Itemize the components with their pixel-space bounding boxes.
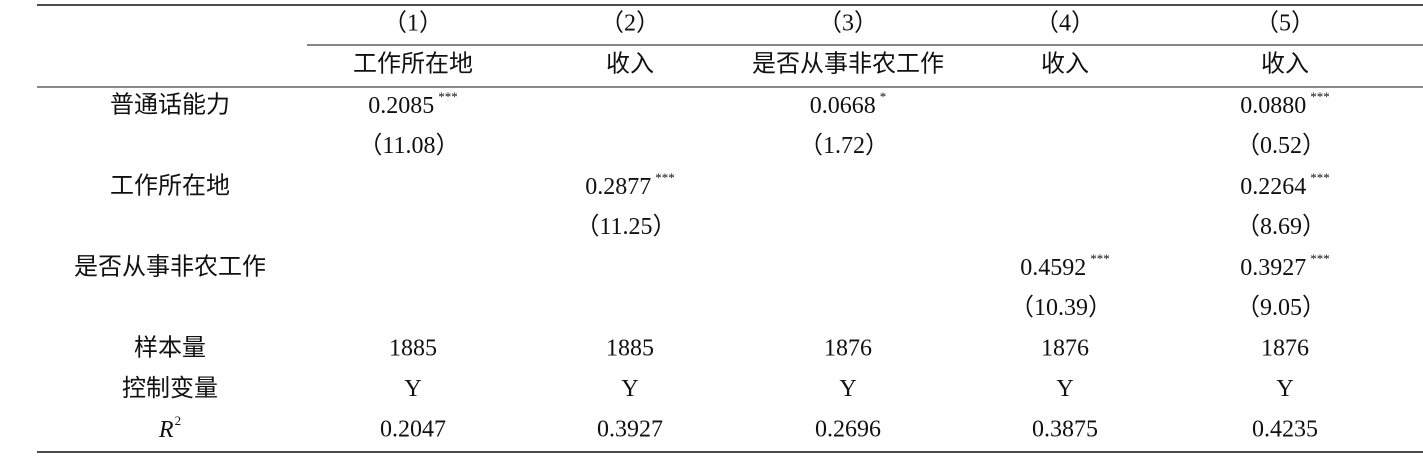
stat-value: Y: [839, 376, 856, 402]
stat-value: 1876: [1041, 336, 1089, 362]
column-label: 工作所在地: [353, 51, 473, 78]
r2-base: R: [158, 417, 174, 443]
t-stat: （8.69）: [1236, 214, 1326, 240]
row-label: 普通话能力: [110, 92, 230, 119]
coef-cell: 0.3927 ***: [1240, 251, 1330, 281]
column-number: （3）: [818, 11, 878, 37]
stars: ***: [655, 170, 675, 185]
r2-value: 0.3875: [1032, 417, 1098, 443]
stars: ***: [1310, 251, 1330, 266]
row-label: 样本量: [134, 335, 206, 362]
r2-sup: 2: [175, 413, 182, 428]
coef: 0.2264: [1240, 174, 1306, 200]
coef: 0.2877: [585, 174, 651, 200]
t-stat: （11.08）: [358, 133, 459, 159]
coef: 0.2085: [368, 93, 434, 119]
stars: ***: [1090, 251, 1110, 266]
stat-value: Y: [621, 376, 638, 402]
row-label: 控制变量: [122, 375, 218, 402]
column-label: 收入: [606, 51, 654, 78]
r2-value: 0.4235: [1252, 417, 1318, 443]
r2-value: 0.2696: [815, 417, 881, 443]
column-label: 是否从事非农工作: [752, 51, 944, 78]
column-number: （2）: [600, 11, 660, 37]
coef-cell: 0.4592 ***: [1020, 251, 1110, 281]
stat-value: Y: [1056, 376, 1073, 402]
column-number: （5）: [1255, 11, 1315, 37]
column-number: （4）: [1035, 11, 1095, 37]
stat-value: 1876: [824, 336, 872, 362]
stars: *: [880, 89, 887, 104]
coef-cell: 0.0668 *: [810, 89, 887, 119]
r2-value: 0.2047: [380, 417, 446, 443]
t-stat: （9.05）: [1236, 295, 1326, 321]
stat-value: 1885: [389, 336, 437, 362]
coef-cell: 0.2264 ***: [1240, 170, 1330, 200]
column-label: 收入: [1261, 51, 1309, 78]
stat-value: 1876: [1261, 336, 1309, 362]
t-stat: （11.25）: [575, 214, 676, 240]
coef: 0.4592: [1020, 255, 1086, 281]
t-stat: （0.52）: [1236, 133, 1326, 159]
coef-cell: 0.2877 ***: [585, 170, 675, 200]
stat-value: 1885: [606, 336, 654, 362]
r2-value: 0.3927: [597, 417, 663, 443]
stars: ***: [1310, 170, 1330, 185]
row-label: 工作所在地: [110, 173, 230, 200]
coef: 0.0880: [1240, 93, 1306, 119]
row-label: 是否从事非农工作: [74, 254, 266, 281]
coef: 0.3927: [1240, 255, 1306, 281]
t-stat: （10.39）: [1010, 295, 1112, 321]
stars: ***: [438, 89, 458, 104]
column-number: （1）: [383, 11, 443, 37]
coef-cell: 0.0880 ***: [1240, 89, 1330, 119]
stat-value: Y: [1276, 376, 1293, 402]
stars: ***: [1310, 89, 1330, 104]
column-label: 收入: [1041, 51, 1089, 78]
stat-value: Y: [404, 376, 421, 402]
t-stat: （1.72）: [799, 133, 889, 159]
coef-cell: 0.2085 ***: [368, 89, 458, 119]
coef: 0.0668: [810, 93, 876, 119]
r2-label: R2: [158, 413, 181, 443]
